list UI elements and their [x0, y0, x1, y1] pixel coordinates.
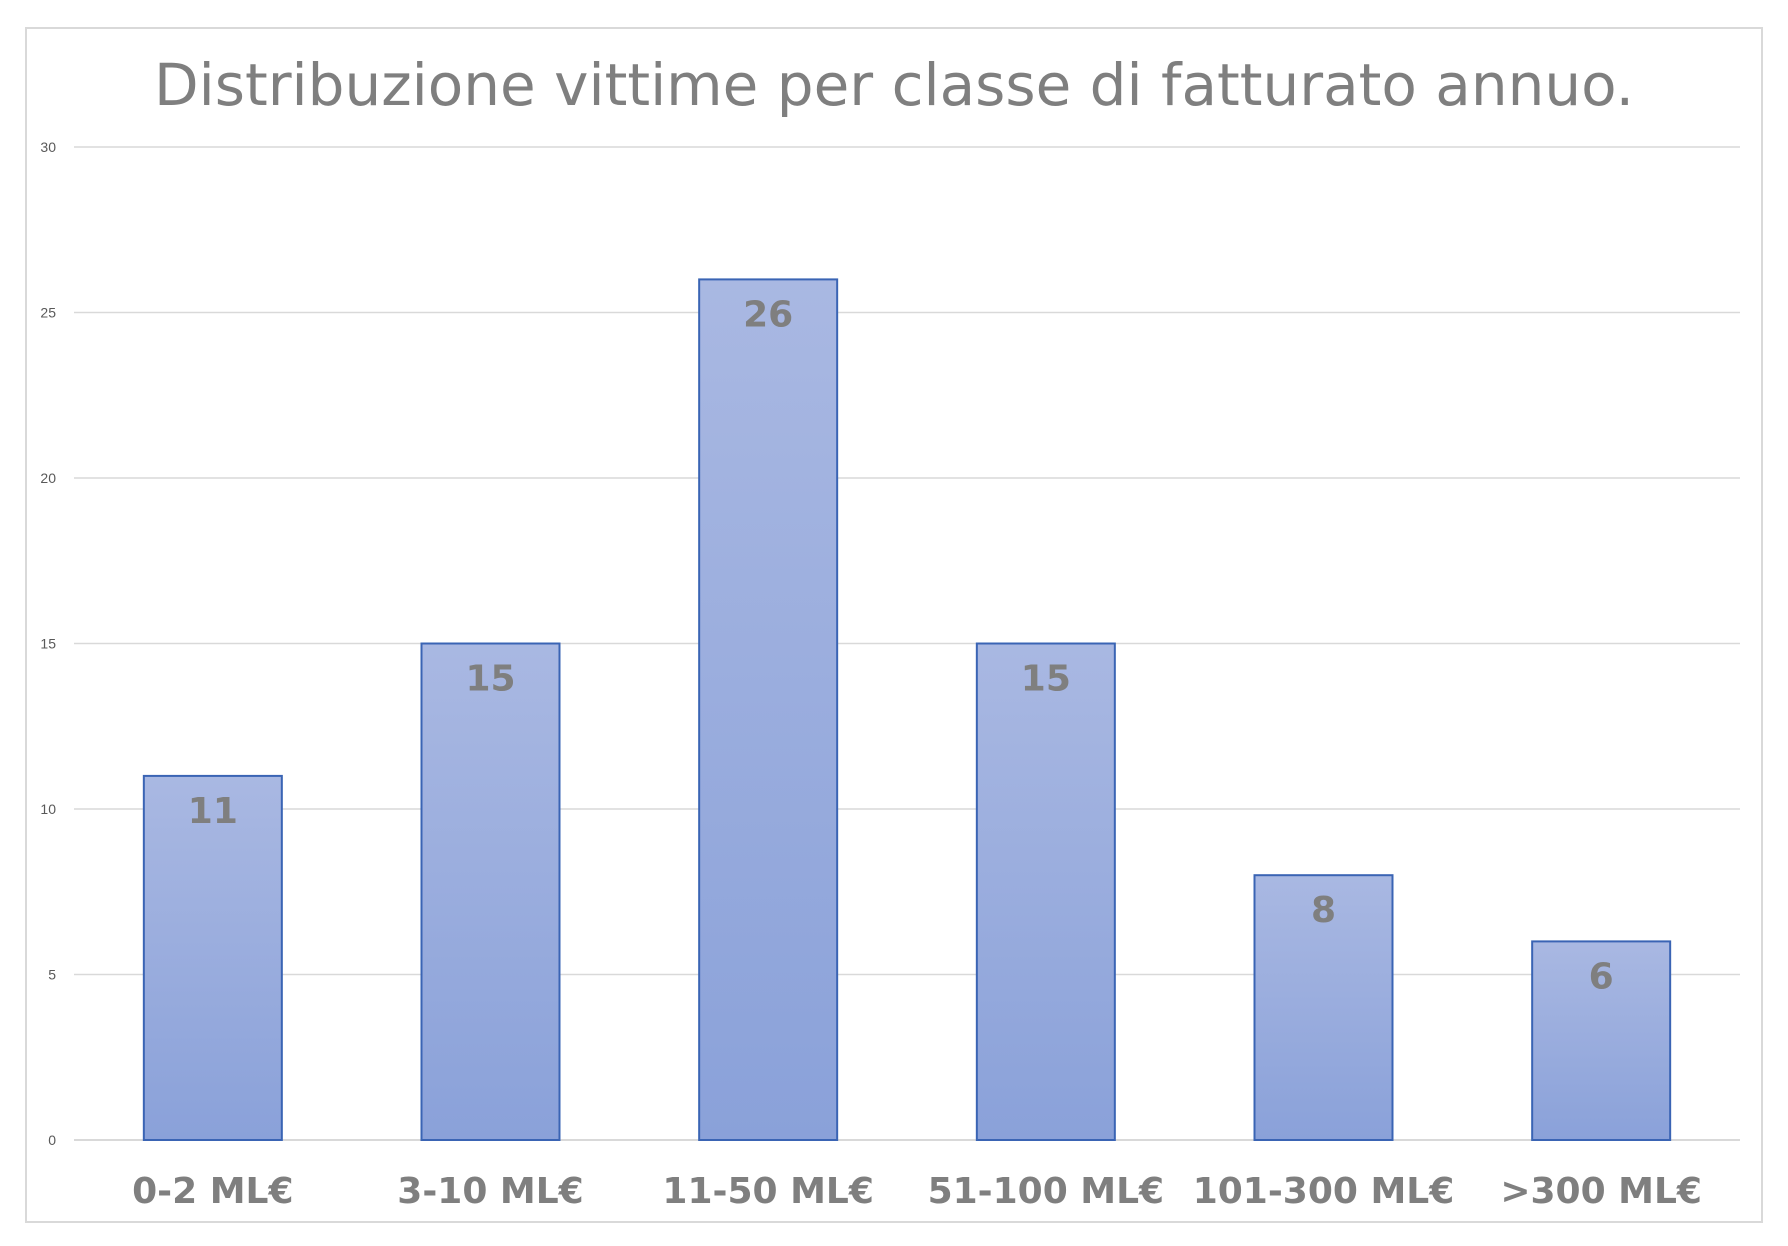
y-tick-label: 20: [40, 470, 56, 486]
data-label: 6: [1589, 956, 1614, 997]
x-tick-label: 3-10 ML€: [397, 1171, 583, 1212]
y-tick-label: 0: [48, 1132, 56, 1148]
bar: [1531, 940, 1672, 1142]
x-tick-label: 0-2 ML€: [132, 1171, 293, 1212]
chart-frame: [25, 27, 1763, 1223]
data-label: 8: [1311, 890, 1336, 931]
y-tick-label: 30: [40, 139, 56, 155]
chart-title: Distribuzione vittime per classe di fatt…: [153, 51, 1635, 119]
bar: [420, 642, 561, 1141]
y-tick-label: 15: [40, 636, 56, 652]
y-tick-label: 5: [48, 967, 56, 983]
data-label: 11: [188, 791, 238, 832]
data-label: 15: [1021, 659, 1071, 700]
bar: [1253, 874, 1394, 1141]
x-tick-label: 101-300 ML€: [1193, 1171, 1455, 1212]
data-label: 26: [743, 294, 793, 335]
x-tick-label: 51-100 ML€: [928, 1171, 1165, 1212]
bar: [698, 278, 839, 1141]
y-tick-label: 25: [40, 305, 56, 321]
bar: [975, 642, 1116, 1141]
bar: [142, 774, 283, 1142]
data-label: 15: [465, 659, 515, 700]
y-tick-label: 10: [40, 801, 56, 817]
x-tick-label: 11-50 ML€: [662, 1171, 873, 1212]
x-tick-label: >300 ML€: [1500, 1171, 1702, 1212]
